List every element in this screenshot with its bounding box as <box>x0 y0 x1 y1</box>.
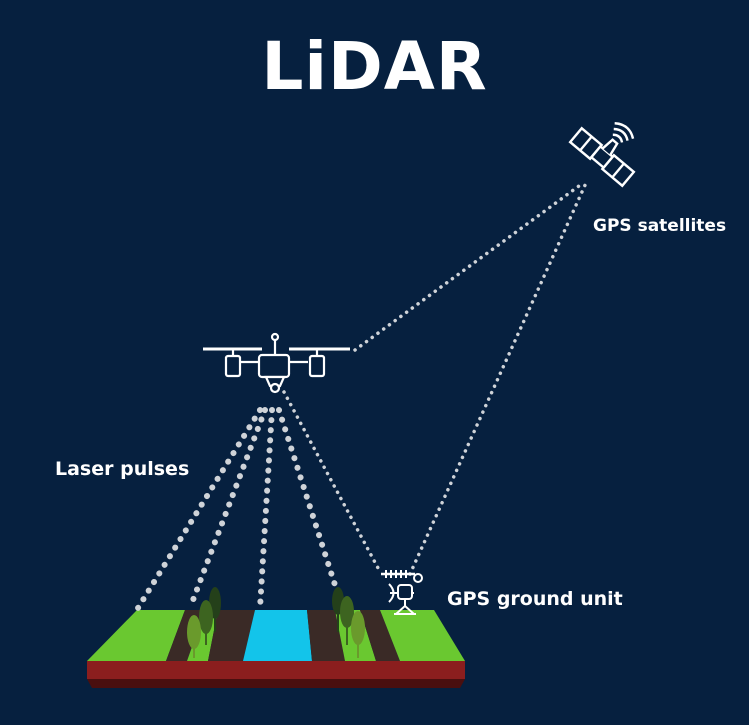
page-title: LiDAR <box>261 28 488 105</box>
satellite-icon <box>568 122 636 188</box>
tree <box>187 615 201 649</box>
soil-strip <box>360 610 400 661</box>
tree <box>351 611 365 645</box>
laser-beam <box>257 407 275 611</box>
gps-ground-unit-icon <box>381 570 423 615</box>
trees <box>187 587 365 658</box>
laser-beam <box>276 407 338 588</box>
water-strip <box>243 610 312 661</box>
laser-beam <box>135 407 263 611</box>
grass-strip <box>87 610 185 661</box>
ground-terrain <box>87 587 465 688</box>
drone-icon <box>203 332 350 394</box>
laser-pulses <box>135 407 338 611</box>
drone-satellite-link <box>353 181 585 352</box>
soil-strip <box>307 610 345 661</box>
laser-beam <box>187 407 268 611</box>
soil-strip <box>208 610 255 661</box>
tree <box>340 596 354 628</box>
tree <box>199 600 213 634</box>
drone-ground-link <box>282 390 380 570</box>
gps-link-lines <box>282 181 588 576</box>
ground-satellite-link <box>408 181 588 576</box>
gps-ground-unit-label: GPS ground unit <box>447 588 623 610</box>
grass-strip <box>380 610 465 661</box>
laser-pulses-label: Laser pulses <box>55 458 190 480</box>
gps-satellites-label: GPS satellites <box>593 216 727 236</box>
